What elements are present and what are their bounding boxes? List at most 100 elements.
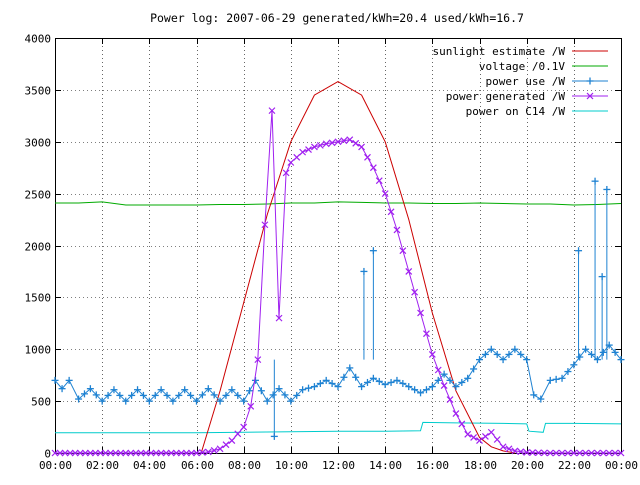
data-point (97, 449, 104, 457)
series-voltage-0-1v (55, 201, 622, 206)
data-point (198, 449, 206, 456)
x-tick-label: 20:00 (511, 459, 544, 472)
legend-label: power generated /W (446, 90, 566, 103)
data-point (56, 449, 64, 457)
data-point (152, 449, 160, 457)
x-tick-label: 06:00 (181, 459, 214, 472)
data-point (476, 437, 483, 444)
data-point (107, 449, 115, 457)
data-point (261, 221, 269, 229)
data-point (122, 449, 130, 457)
y-tick-label: 0 (44, 448, 51, 461)
data-point (210, 446, 218, 454)
x-tick-label: 22:00 (558, 459, 591, 472)
data-point (564, 449, 572, 457)
data-point (216, 445, 224, 453)
data-point (112, 449, 120, 457)
data-point (137, 449, 145, 457)
data-point (535, 449, 542, 457)
data-point (593, 449, 601, 457)
series-line (54, 344, 622, 402)
data-point (487, 428, 495, 436)
data-point (458, 420, 466, 428)
data-point (446, 396, 454, 403)
data-point (517, 448, 525, 456)
legend-label: power use /W (486, 75, 566, 88)
legend-marker (586, 92, 594, 100)
data-point (375, 177, 383, 185)
data-point (381, 190, 389, 198)
data-point (282, 169, 290, 177)
series-layer (51, 81, 625, 457)
legend-label: voltage /0.1V (479, 60, 565, 73)
data-point (605, 449, 613, 457)
data-point (358, 143, 366, 151)
data-point (268, 107, 276, 115)
x-tick-label: 00:00 (605, 459, 638, 472)
data-point (599, 449, 607, 457)
data-point (328, 139, 336, 147)
data-point (275, 314, 283, 322)
data-point (310, 143, 318, 151)
x-tick-label: 12:00 (322, 459, 355, 472)
data-point (228, 437, 236, 444)
data-point (172, 449, 180, 457)
data-point (523, 449, 531, 456)
data-point (499, 443, 507, 451)
data-point (511, 447, 519, 455)
series-line (55, 421, 622, 434)
data-point (334, 138, 342, 146)
data-point (387, 208, 395, 216)
data-point (177, 449, 185, 457)
data-point (529, 449, 536, 457)
data-point (293, 153, 301, 161)
series-power-generated-w (51, 107, 625, 457)
y-tick-label: 2000 (25, 241, 52, 254)
data-point (305, 146, 312, 153)
y-tick-label: 500 (31, 396, 51, 409)
x-tick-label: 08:00 (228, 459, 261, 472)
x-tick-label: 14:00 (369, 459, 402, 472)
data-point (162, 449, 170, 457)
y-tick-label: 1500 (25, 292, 52, 305)
data-point (247, 402, 255, 410)
data-point (364, 153, 371, 161)
series-power-use-w (51, 177, 625, 440)
data-point (576, 449, 584, 457)
legend-item-power-use-w: power use /W (486, 75, 608, 88)
legend-label: sunlight estimate /W (433, 45, 566, 58)
y-tick-label: 2500 (25, 189, 52, 202)
legend-item-power-generated-w: power generated /W (446, 90, 608, 103)
data-point (369, 164, 377, 172)
data-point (254, 356, 262, 364)
x-tick-label: 02:00 (86, 459, 119, 472)
data-point (157, 449, 165, 457)
legend-label: power on C14 /W (466, 105, 566, 118)
data-point (316, 141, 324, 149)
series-line (55, 201, 622, 206)
axis-layer: 0 500 1000 1500 2000 2500 3000 3500 4000 00:00 02:… (25, 33, 639, 473)
data-point (132, 449, 140, 457)
data-point (493, 436, 501, 443)
data-point (167, 449, 175, 457)
data-point (66, 449, 74, 457)
x-tick-label: 00:00 (39, 459, 72, 472)
data-point (193, 449, 200, 457)
data-point (76, 449, 84, 457)
x-tick-label: 18:00 (464, 459, 497, 472)
x-tick-label: 04:00 (133, 459, 166, 472)
data-point (61, 449, 69, 457)
data-point (352, 139, 360, 147)
data-point (505, 445, 513, 453)
data-point (182, 449, 190, 457)
data-point (322, 140, 330, 148)
data-point (340, 137, 348, 145)
data-point (81, 449, 89, 457)
chart-title: Power log: 2007-06-29 generated/kWh=20.4… (150, 11, 524, 25)
data-point (452, 410, 460, 417)
data-point (423, 330, 430, 338)
legend: sunlight estimate /W voltage /0.1V power u… (433, 45, 608, 118)
data-point (287, 159, 295, 166)
